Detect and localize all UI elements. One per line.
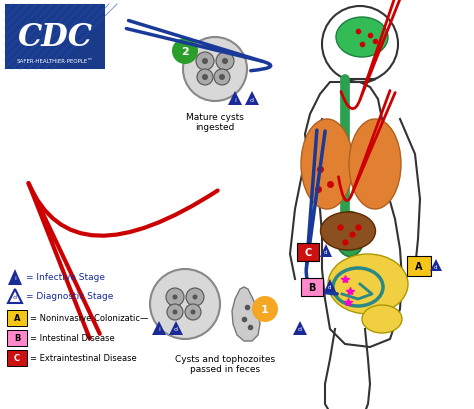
Text: Mature cysts
ingested: Mature cysts ingested xyxy=(186,113,244,132)
Circle shape xyxy=(192,295,198,300)
Circle shape xyxy=(214,70,230,86)
FancyBboxPatch shape xyxy=(7,350,27,366)
Text: = Noninvasive Colonizatic—: = Noninvasive Colonizatic— xyxy=(30,314,148,323)
Circle shape xyxy=(173,310,177,315)
Ellipse shape xyxy=(349,120,401,209)
Text: 1: 1 xyxy=(261,304,269,314)
Circle shape xyxy=(186,288,204,306)
Circle shape xyxy=(150,270,220,339)
Text: d: d xyxy=(250,97,254,102)
Circle shape xyxy=(202,75,208,81)
Ellipse shape xyxy=(301,120,353,209)
Polygon shape xyxy=(152,321,166,335)
Text: = Intestinal Disease: = Intestinal Disease xyxy=(30,334,115,343)
Circle shape xyxy=(183,38,247,102)
FancyBboxPatch shape xyxy=(297,243,319,261)
Text: i: i xyxy=(158,327,160,332)
Polygon shape xyxy=(293,321,307,335)
Text: B: B xyxy=(308,282,316,292)
FancyBboxPatch shape xyxy=(407,256,431,276)
Circle shape xyxy=(219,75,225,81)
Circle shape xyxy=(196,53,214,71)
Circle shape xyxy=(166,288,184,306)
Circle shape xyxy=(216,53,234,71)
Text: i: i xyxy=(234,97,236,102)
Text: = Infective Stage: = Infective Stage xyxy=(26,273,105,282)
Text: d: d xyxy=(298,327,302,332)
FancyBboxPatch shape xyxy=(5,5,105,70)
FancyBboxPatch shape xyxy=(7,330,27,346)
Circle shape xyxy=(197,70,213,86)
Polygon shape xyxy=(430,259,442,271)
Text: d: d xyxy=(434,265,438,270)
FancyBboxPatch shape xyxy=(7,310,27,326)
Text: d: d xyxy=(13,295,17,300)
Polygon shape xyxy=(8,270,22,285)
Text: d: d xyxy=(328,285,332,290)
Circle shape xyxy=(173,295,177,300)
Polygon shape xyxy=(245,92,259,106)
Text: C: C xyxy=(14,354,20,363)
Circle shape xyxy=(167,304,183,320)
Ellipse shape xyxy=(335,212,365,257)
Text: = Diagnostic Stage: = Diagnostic Stage xyxy=(26,292,113,301)
Text: = Extraintestinal Disease: = Extraintestinal Disease xyxy=(30,354,137,363)
Polygon shape xyxy=(169,321,183,335)
Text: 2: 2 xyxy=(181,47,189,57)
FancyBboxPatch shape xyxy=(301,278,323,296)
Circle shape xyxy=(222,59,228,65)
Circle shape xyxy=(252,296,278,322)
Text: SAFER·HEALTHIER·PEOPLE™: SAFER·HEALTHIER·PEOPLE™ xyxy=(17,59,93,64)
Text: Cysts and tophozoites
passed in feces: Cysts and tophozoites passed in feces xyxy=(175,354,275,373)
Circle shape xyxy=(185,304,201,320)
Polygon shape xyxy=(324,279,336,292)
Ellipse shape xyxy=(320,213,375,250)
Text: i: i xyxy=(14,276,16,281)
Text: A: A xyxy=(14,314,20,323)
Text: d: d xyxy=(324,250,328,255)
Text: CDC: CDC xyxy=(18,22,92,53)
Ellipse shape xyxy=(336,18,388,58)
Circle shape xyxy=(191,310,195,315)
Text: C: C xyxy=(304,247,311,257)
Ellipse shape xyxy=(362,305,402,333)
Text: d: d xyxy=(174,327,178,332)
Text: B: B xyxy=(14,334,20,343)
Polygon shape xyxy=(320,245,332,257)
Ellipse shape xyxy=(328,254,408,314)
Circle shape xyxy=(202,59,208,65)
Text: A: A xyxy=(415,261,423,271)
Polygon shape xyxy=(232,287,260,341)
Polygon shape xyxy=(228,92,242,106)
Circle shape xyxy=(172,39,198,65)
